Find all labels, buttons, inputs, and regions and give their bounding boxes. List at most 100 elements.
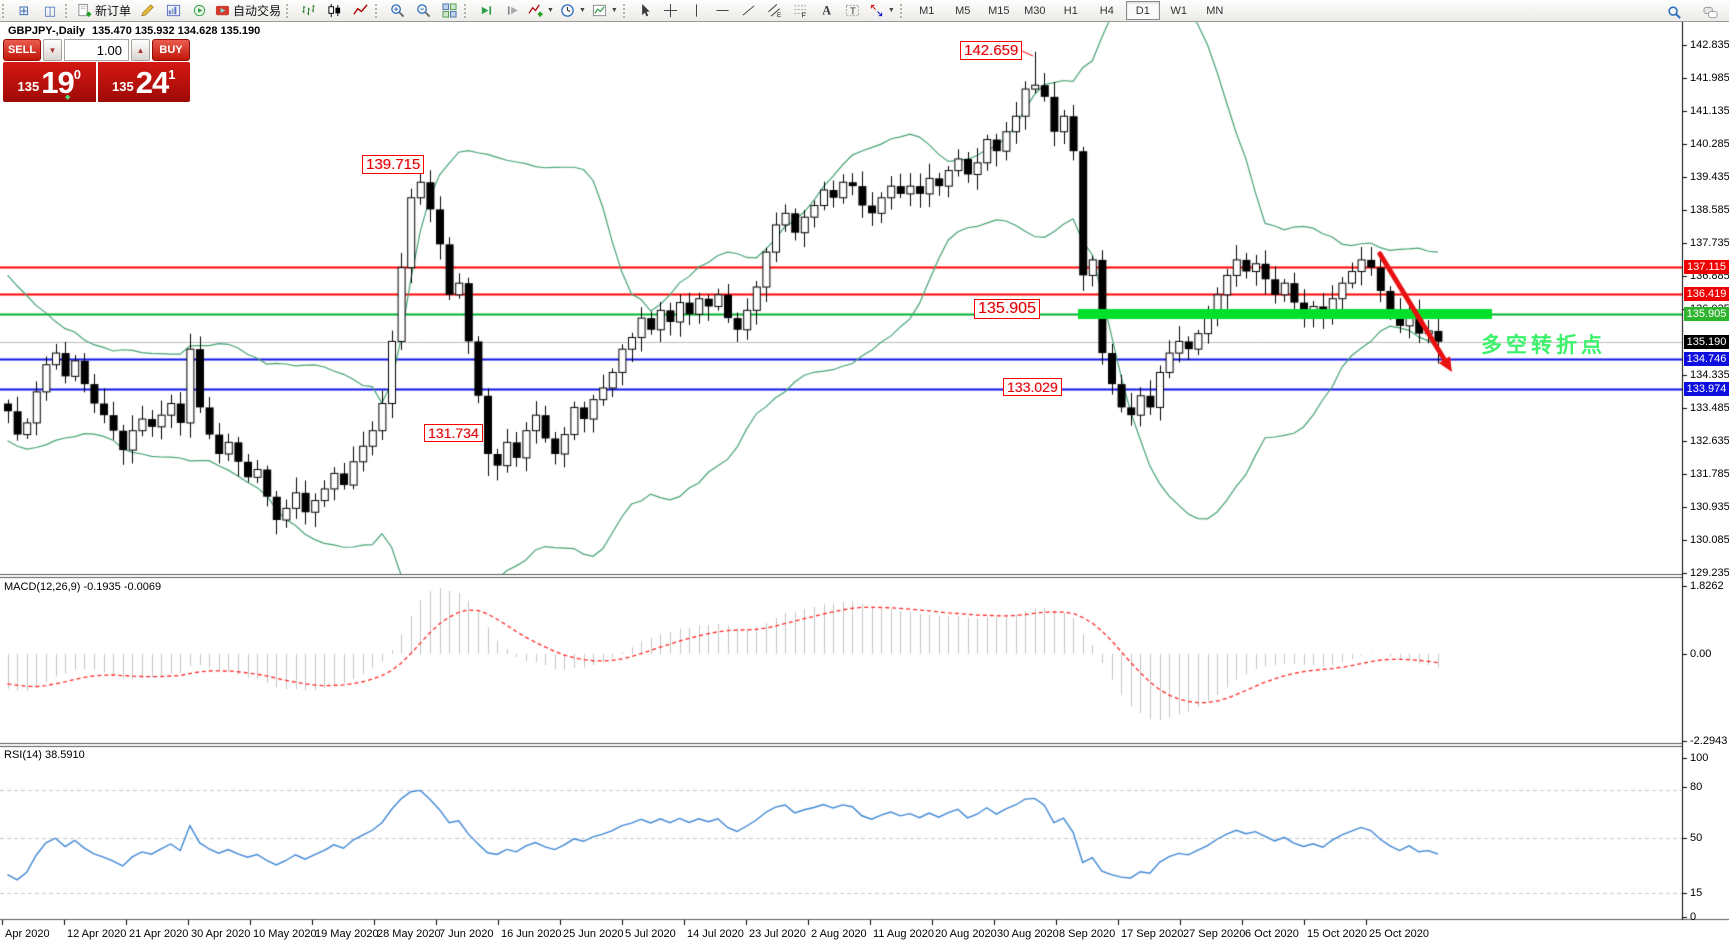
macd-label: MACD(12,26,9) -0.1935 -0.0069 <box>4 581 162 593</box>
auto-scroll-icon <box>481 6 491 15</box>
date-tick-label: 23 Jul 2020 <box>749 928 806 940</box>
bar-chart-button[interactable] <box>295 1 321 21</box>
search-icon[interactable] <box>1661 2 1687 22</box>
timeframe-m15-button[interactable]: M15 <box>988 4 1010 17</box>
new-chart-button[interactable]: ⊞ <box>11 1 37 21</box>
equidistant-channel-button[interactable]: E <box>762 1 788 21</box>
price-tick: 132.635 <box>1690 434 1729 447</box>
sell-button[interactable]: SELL <box>3 39 41 61</box>
rsi-label: RSI(14) 38.5910 <box>4 749 85 761</box>
buy-price-small: 135 <box>112 79 134 94</box>
svg-text:E: E <box>777 12 782 18</box>
macd-axis-tick: 0.00 <box>1690 648 1712 660</box>
price-callout[interactable]: 131.734 <box>424 424 483 443</box>
cursor-icon <box>642 3 650 17</box>
profiles-icon: ◫ <box>43 3 57 18</box>
price-tick: 131.785 <box>1690 467 1729 480</box>
text-label-button[interactable]: T <box>840 1 866 21</box>
turning-point-annotation[interactable]: 多空转折点 <box>1481 334 1606 357</box>
date-tick-label: 10 May 2020 <box>253 928 317 940</box>
tile-windows-button[interactable] <box>436 1 462 21</box>
volume-input[interactable] <box>64 39 129 61</box>
date-tick-label: 14 Jul 2020 <box>687 928 744 940</box>
timeframe-m30-button[interactable]: M30 <box>1024 4 1046 17</box>
buy-button[interactable]: BUY <box>152 39 190 61</box>
svg-text:T: T <box>850 6 856 17</box>
templates-icon <box>592 4 606 17</box>
crosshair-icon <box>664 3 678 18</box>
periods-button[interactable]: ▼ <box>557 1 589 21</box>
fibonacci-button[interactable]: F <box>788 1 814 21</box>
price-callout[interactable]: 133.029 <box>1003 378 1062 397</box>
buy-price-sup: 1 <box>168 67 176 82</box>
terminal-button[interactable] <box>160 1 186 21</box>
price-tick: 134.335 <box>1690 368 1729 381</box>
chevron-down-icon: ▼ <box>887 7 895 14</box>
zoom-in-button[interactable] <box>384 1 410 21</box>
volume-decrease-button[interactable]: ▼ <box>43 39 62 61</box>
chart-title: GBPJPY-,Daily 135.470 135.932 134.628 135… <box>8 25 260 37</box>
timeframe-h1-button[interactable]: H1 <box>1063 4 1078 17</box>
arrows-icon <box>870 4 882 17</box>
price-line-badge: 135.190 <box>1684 334 1729 349</box>
text-button[interactable]: A <box>814 1 840 21</box>
timeframe-w1-button[interactable]: W1 <box>1170 4 1188 17</box>
timeframe-mn-button[interactable]: MN <box>1206 4 1224 17</box>
rsi-axis-tick: 15 <box>1690 887 1703 899</box>
chart-shift-button[interactable] <box>499 1 525 21</box>
price-callout[interactable]: 139.715 <box>362 155 425 175</box>
toolbar-separator <box>2 3 9 18</box>
chevron-down-icon: ▼ <box>578 7 586 14</box>
timeframe-m1-button[interactable]: M1 <box>919 4 935 17</box>
text-icon: A <box>823 4 832 18</box>
price-callout[interactable]: 142.659 <box>960 41 1023 61</box>
indicators-button[interactable]: ▼ <box>525 1 557 21</box>
date-tick-label: 11 Aug 2020 <box>873 928 934 940</box>
toolbar: ⊞ ◫ 新订单 自动交易 ▼ ▼ ▼ E F A T ▼ M1 M5 M15 M30 H1 H4 D1 W1 MN <box>0 0 1729 22</box>
symbol-period-label: GBPJPY-,Daily <box>8 25 86 37</box>
new-order-button[interactable]: 新订单 <box>74 1 134 21</box>
buy-price-display[interactable]: 135 24 1 <box>98 62 191 102</box>
date-tick-label: 28 May 2020 <box>377 928 441 940</box>
timeframe-h4-button[interactable]: H4 <box>1099 4 1114 17</box>
macd-axis-tick: 1.8262 <box>1690 580 1724 592</box>
arrows-button[interactable]: ▼ <box>866 1 898 21</box>
strategy-tester-icon <box>193 4 205 17</box>
horizontal-line-button[interactable] <box>710 1 736 21</box>
auto-scroll-button[interactable] <box>473 1 499 21</box>
trendline-icon <box>742 5 755 16</box>
zoom-out-icon <box>416 4 430 18</box>
zoom-out-button[interactable] <box>410 1 436 21</box>
date-tick-label: 25 Jun 2020 <box>563 928 624 940</box>
metaeditor-button[interactable] <box>134 1 160 21</box>
vertical-line-button[interactable] <box>684 1 710 21</box>
price-tick: 133.485 <box>1690 401 1729 414</box>
cursor-button[interactable] <box>632 1 658 21</box>
autotrading-button[interactable]: 自动交易 <box>212 1 284 21</box>
crosshair-button[interactable] <box>658 1 684 21</box>
text-label-icon: T <box>846 4 860 17</box>
rsi-axis-tick: 100 <box>1690 752 1709 764</box>
date-tick-label: 19 May 2020 <box>315 928 379 940</box>
chart-shift-icon <box>507 6 518 15</box>
sell-price-display[interactable]: 135 19 0 <box>3 62 98 102</box>
price-callout[interactable]: 135.905 <box>974 299 1040 320</box>
candlestick-chart-button[interactable] <box>321 1 347 21</box>
community-icon[interactable] <box>1697 2 1723 22</box>
macd-axis-tick: -2.2943 <box>1690 735 1728 747</box>
price-tick: 141.135 <box>1690 104 1729 117</box>
price-tick: 130.085 <box>1690 533 1729 546</box>
profiles-button[interactable]: ◫ <box>37 1 63 21</box>
trendline-button[interactable] <box>736 1 762 21</box>
new-order-button-label: 新订单 <box>95 4 132 18</box>
date-tick-label: 7 Jun 2020 <box>439 928 494 940</box>
date-tick-label: 30 Apr 2020 <box>191 928 251 940</box>
price-line-badge: 137.115 <box>1684 260 1729 275</box>
templates-button[interactable]: ▼ <box>589 1 621 21</box>
line-chart-button[interactable] <box>347 1 373 21</box>
volume-increase-button[interactable]: ▲ <box>131 39 150 61</box>
timeframe-d1-button[interactable]: D1 <box>1125 1 1160 20</box>
timeframe-m5-button[interactable]: M5 <box>955 4 971 17</box>
strategy-tester-button[interactable] <box>186 1 212 21</box>
